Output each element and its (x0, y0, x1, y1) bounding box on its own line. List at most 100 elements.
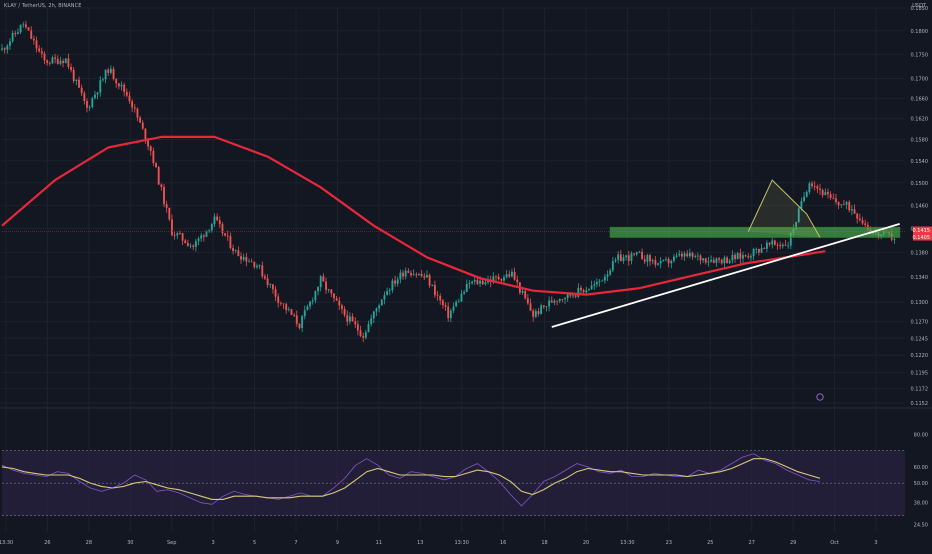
candle-body (755, 249, 757, 250)
candle-body (78, 80, 80, 88)
candle-body (572, 295, 574, 296)
candle-body (155, 163, 157, 167)
candle-body (129, 96, 131, 101)
candle-body (716, 258, 718, 262)
candle-body (203, 235, 205, 236)
candle-body (739, 253, 741, 258)
time-tick-label: 23 (666, 540, 672, 546)
candle-body (848, 202, 850, 210)
candle-body (397, 279, 399, 283)
candle-body (54, 57, 56, 58)
candle-body (163, 187, 165, 204)
candle-body (697, 256, 699, 257)
candle-body (330, 289, 332, 293)
time-tick-label: 25 (707, 540, 713, 546)
candle-body (38, 48, 40, 51)
candle-body (694, 256, 696, 257)
candle-body (280, 303, 282, 304)
candle-body (328, 289, 330, 290)
candle-body (689, 253, 691, 256)
candle-body (291, 309, 293, 315)
candle-body (676, 255, 678, 256)
candle-body (580, 288, 582, 290)
candle-body (187, 243, 189, 246)
candle-body (423, 276, 425, 278)
candle-body (686, 253, 688, 256)
candle-body (500, 279, 502, 280)
candle-body (139, 118, 141, 123)
candle-body (182, 233, 184, 240)
candle-body (822, 190, 824, 195)
candle-body (559, 299, 561, 301)
candle-body (67, 58, 69, 66)
candle-body (240, 256, 242, 259)
price-tick-label: 0.1750 (911, 52, 929, 58)
candle-body (115, 79, 117, 83)
candle-body (838, 202, 840, 205)
candle (291, 309, 293, 315)
candle-body (771, 241, 773, 245)
candle-body (649, 255, 651, 261)
candle-body (737, 253, 739, 259)
candle-body (174, 235, 176, 236)
candle-body (607, 275, 609, 277)
candle-body (399, 273, 401, 280)
candle-body (551, 300, 553, 302)
candle-body (596, 282, 598, 284)
candle-body (373, 312, 375, 319)
candle-body (275, 289, 277, 296)
candle-body (617, 254, 619, 259)
candle-body (349, 316, 351, 321)
time-tick-label: 3 (212, 540, 215, 546)
candle-body (171, 219, 173, 235)
candle-body (232, 248, 234, 251)
candle-body (588, 289, 590, 290)
candle-body (346, 315, 348, 321)
candle-body (110, 69, 112, 73)
candle-body (511, 272, 513, 277)
candle-body (243, 257, 245, 260)
candle-body (431, 285, 433, 286)
candle-body (660, 261, 662, 264)
candle-body (113, 69, 115, 79)
candle-body (516, 280, 518, 283)
candle-body (615, 260, 617, 261)
candle-body (410, 273, 412, 275)
symbol-title[interactable]: KLAY / TetherUS, 2h, BINANCE (4, 3, 81, 9)
candle-body (471, 282, 473, 284)
candle-body (678, 254, 680, 256)
candle-body (729, 261, 731, 264)
price-tick-label: 0.1270 (911, 320, 929, 326)
candle-body (415, 274, 417, 275)
candle-body (546, 306, 548, 307)
time-tick-label: 29 (790, 540, 796, 546)
candle-body (476, 280, 478, 284)
rsi-tick-label: 38.00 (914, 501, 928, 507)
candle-body (208, 230, 210, 231)
candle-body (806, 192, 808, 197)
time-tick-label: 13:30 (0, 540, 13, 546)
candle-body (362, 336, 364, 338)
candle-body (548, 300, 550, 306)
currency-label[interactable]: USDT (912, 3, 926, 9)
candle-body (654, 260, 656, 265)
candle-body (864, 223, 866, 224)
price-tick-label: 0.1500 (911, 181, 929, 187)
candle-body (495, 277, 497, 278)
candle-body (777, 245, 779, 246)
candle-body (543, 305, 545, 306)
time-tick-label: 13:30 (455, 540, 469, 546)
candle-body (561, 299, 563, 300)
candle-body (766, 243, 768, 249)
candle-body (105, 70, 107, 80)
candle-body (131, 101, 133, 107)
price-tick-label: 0.1660 (911, 96, 929, 102)
candle-body (52, 57, 54, 63)
candle-body (65, 58, 67, 63)
time-tick-label: 13 (417, 540, 423, 546)
candle-body (12, 33, 14, 41)
candle-body (631, 253, 633, 260)
candle-body (272, 284, 274, 289)
candle-body (482, 281, 484, 284)
